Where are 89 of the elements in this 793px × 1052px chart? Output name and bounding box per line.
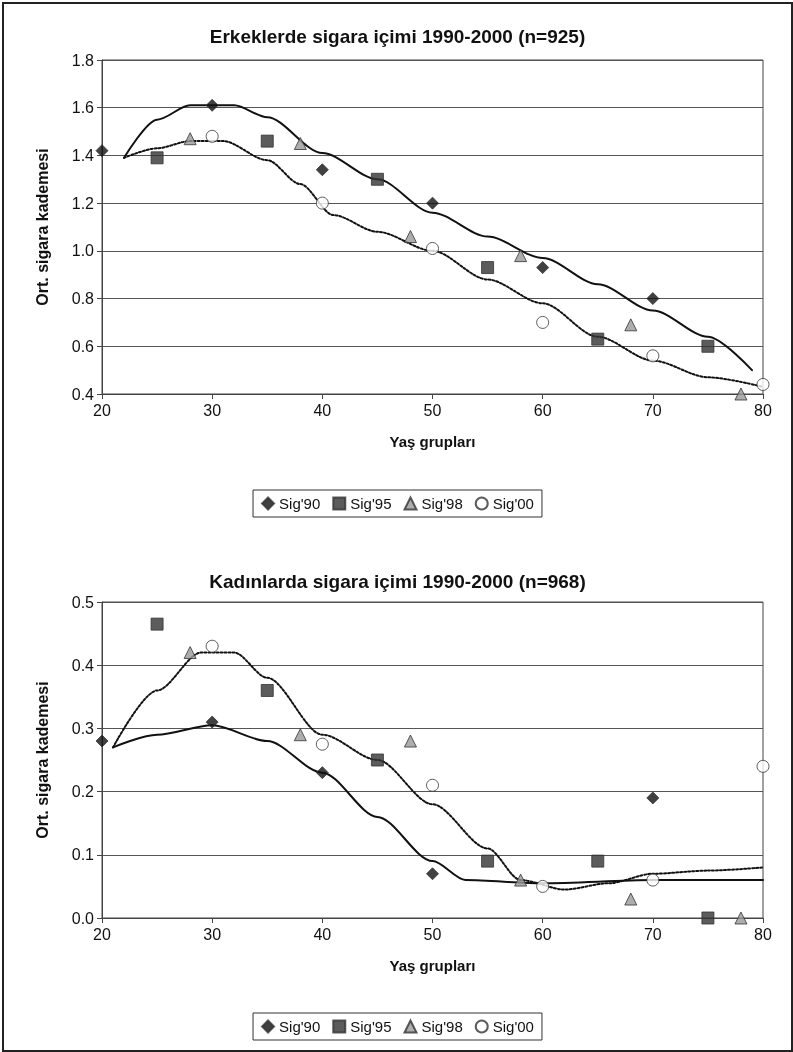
point xyxy=(756,377,770,391)
point xyxy=(481,854,495,868)
point xyxy=(293,728,307,742)
y-axis-title: Ort. sigara kademesi xyxy=(33,148,51,306)
y-tick-label: 0.5 xyxy=(71,593,95,611)
point xyxy=(536,261,550,275)
point xyxy=(315,737,329,751)
point xyxy=(426,778,439,792)
point xyxy=(260,683,274,697)
point xyxy=(646,873,660,887)
x-axis-title: Yaş grupları xyxy=(389,433,476,450)
y-tick-label: 1.2 xyxy=(71,194,95,212)
point xyxy=(370,172,384,186)
x-tick-label: 40 xyxy=(313,401,332,419)
y-tick-label: 0.3 xyxy=(71,719,95,737)
y-tick-label: 0.2 xyxy=(71,783,95,801)
point xyxy=(426,867,439,881)
point xyxy=(481,261,495,275)
point xyxy=(734,911,748,925)
point xyxy=(205,129,219,143)
point xyxy=(514,873,528,887)
point xyxy=(205,715,219,729)
x-tick-label: 60 xyxy=(533,925,552,943)
x-tick-label: 60 xyxy=(533,401,552,419)
point xyxy=(646,292,660,306)
point xyxy=(95,734,109,748)
legend-label: Sig'90 xyxy=(279,495,321,512)
point xyxy=(95,144,109,158)
legend-label: Sig'95 xyxy=(350,495,392,512)
x-tick-label: 70 xyxy=(643,925,662,943)
y-tick-label: 0.4 xyxy=(71,656,95,674)
point xyxy=(624,318,638,332)
point xyxy=(183,132,197,146)
point xyxy=(205,98,219,112)
y-tick-label: 1.4 xyxy=(71,146,95,164)
chart-title: Kadınlarda sigara içimi 1990-2000 (n=968) xyxy=(209,571,586,592)
point xyxy=(701,339,715,353)
y-tick-label: 1.0 xyxy=(71,242,95,260)
point xyxy=(624,892,638,906)
y-tick-label: 0.6 xyxy=(71,337,95,355)
legend-label: Sig'90 xyxy=(279,1018,321,1035)
point xyxy=(150,617,164,631)
y-tick-label: 0.0 xyxy=(71,909,95,927)
x-tick-label: 20 xyxy=(93,401,111,419)
point xyxy=(734,387,748,401)
x-tick-label: 50 xyxy=(423,401,442,419)
legend-label: Sig'95 xyxy=(350,1018,392,1035)
point xyxy=(293,137,307,150)
point xyxy=(315,766,329,780)
y-tick-label: 1.6 xyxy=(71,99,95,117)
point xyxy=(426,196,439,210)
point xyxy=(756,759,770,773)
point xyxy=(591,332,605,346)
legend-label: Sig'98 xyxy=(421,1018,463,1035)
y-tick-label: 1.8 xyxy=(71,51,95,69)
x-tick-label: 20 xyxy=(93,925,111,943)
point xyxy=(514,249,528,263)
point xyxy=(403,734,417,748)
point xyxy=(403,230,417,244)
point xyxy=(426,241,439,255)
x-tick-label: 80 xyxy=(754,925,772,943)
y-tick-label: 0.4 xyxy=(71,385,95,403)
x-tick-label: 70 xyxy=(643,401,662,419)
point xyxy=(646,791,660,805)
legend-label: Sig'98 xyxy=(421,495,463,512)
x-tick-label: 80 xyxy=(754,401,772,419)
point xyxy=(536,315,550,329)
point xyxy=(370,753,384,767)
point xyxy=(591,854,605,868)
y-tick-label: 0.8 xyxy=(71,290,95,308)
chart-title: Erkeklerde sigara içimi 1990-2000 (n=925) xyxy=(209,26,586,47)
point xyxy=(315,196,329,210)
point xyxy=(205,639,219,653)
point xyxy=(646,349,660,363)
point xyxy=(150,151,164,165)
point xyxy=(536,879,550,893)
point xyxy=(183,646,197,660)
legend-label: Sig'00 xyxy=(492,1018,534,1035)
y-tick-label: 0.1 xyxy=(71,846,95,864)
point xyxy=(315,163,329,177)
x-axis-title: Yaş grupları xyxy=(389,957,476,974)
point xyxy=(701,911,715,925)
legend-label: Sig'00 xyxy=(492,495,534,512)
x-tick-label: 40 xyxy=(313,925,332,943)
x-tick-label: 50 xyxy=(423,925,442,943)
x-tick-label: 30 xyxy=(203,401,222,419)
point xyxy=(260,134,274,148)
y-axis-title: Ort. sigara kademesi xyxy=(33,681,51,839)
x-tick-label: 30 xyxy=(203,925,222,943)
